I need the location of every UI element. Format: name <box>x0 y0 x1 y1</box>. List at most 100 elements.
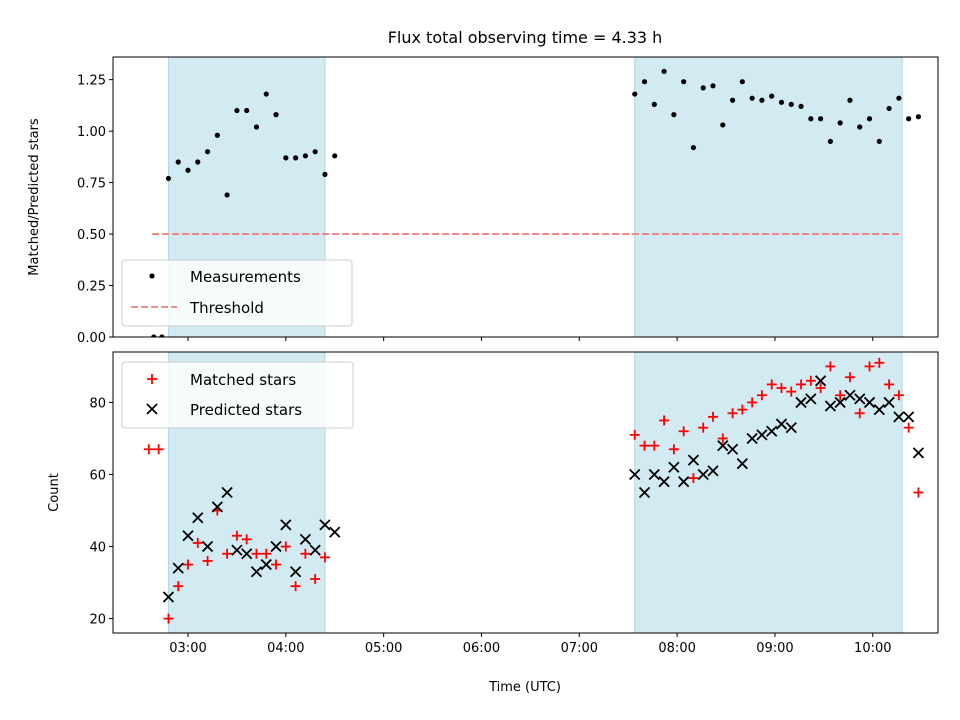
matched-star-point <box>143 444 154 455</box>
legend: Matched stars Predicted stars <box>121 361 354 429</box>
measurement-point <box>876 138 882 145</box>
chart-title: Flux total observing time = 4.33 h <box>388 28 663 47</box>
measurement-point <box>866 116 873 122</box>
x-axis-label: Time (UTC) <box>488 680 561 695</box>
predicted-star-point <box>221 486 233 499</box>
matched-star-point <box>668 444 679 455</box>
measurement-point <box>759 97 765 103</box>
measurement-point <box>720 122 726 128</box>
measurement-point <box>769 93 775 99</box>
predicted-star-point <box>903 411 915 423</box>
legend-label-measurements: Measurements <box>190 268 301 286</box>
predicted-star-point <box>726 443 739 455</box>
matched-star-point <box>310 573 321 584</box>
predicted-star-point <box>697 468 709 481</box>
measurement-point <box>195 159 201 165</box>
measurement-point <box>788 101 794 107</box>
matched-star-point <box>183 559 193 570</box>
predicted-star-point <box>736 458 748 470</box>
predicted-star-point <box>883 396 895 409</box>
y-tick-label: 0.00 <box>77 331 106 346</box>
matched-star-point <box>864 361 875 372</box>
matched-star-point <box>874 357 885 368</box>
predicted-star-point <box>687 454 700 466</box>
measurement-point <box>710 83 716 89</box>
predicted-star-point <box>893 411 905 423</box>
measurement-point <box>906 116 912 122</box>
matched-star-point <box>649 440 660 451</box>
matched-star-point <box>756 390 767 401</box>
matched-star-point <box>173 581 184 592</box>
predicted-star-point <box>329 526 341 538</box>
predicted-star-point <box>717 440 729 452</box>
predicted-star-point <box>260 558 272 571</box>
matched-star-point <box>241 534 252 545</box>
predicted-star-point <box>805 393 817 405</box>
measurement-point <box>808 116 814 122</box>
matched-star-point <box>688 473 699 484</box>
measurement-point <box>778 99 785 105</box>
predicted-star-point <box>162 591 175 603</box>
predicted-star-point <box>756 429 768 441</box>
matched-star-point <box>153 444 164 455</box>
measurement-point <box>151 334 157 337</box>
predicted-star-point <box>172 562 184 574</box>
matched-star-point <box>261 548 272 559</box>
measurement-point <box>175 159 181 165</box>
measurement-point <box>749 95 755 101</box>
measurement-point <box>273 112 279 118</box>
measurement-point <box>244 107 250 114</box>
predicted-star-point <box>319 519 331 531</box>
predicted-star-point <box>824 400 837 412</box>
matched-star-point <box>639 440 650 451</box>
measurement-point <box>332 153 338 159</box>
y-tick-label: 60 <box>89 468 106 483</box>
matched-star-point <box>776 383 787 394</box>
matched-star-point <box>280 541 291 552</box>
predicted-star-point <box>201 540 214 553</box>
matched-star-point <box>708 411 718 422</box>
y-tick-label: 80 <box>89 396 106 411</box>
predicted-star-point <box>912 447 925 459</box>
x-tick-label: 07:00 <box>561 641 598 656</box>
predicted-star-point <box>873 404 885 416</box>
measurement-point <box>185 167 191 173</box>
matched-star-point <box>893 390 904 401</box>
legend-predicted-marker-b <box>146 403 158 415</box>
measurement-point <box>302 153 308 159</box>
matched-star-point <box>796 379 807 390</box>
predicted-star-point <box>309 544 321 556</box>
measurement-point <box>322 171 328 177</box>
predicted-star-point <box>775 418 788 430</box>
axes-frame <box>112 56 939 338</box>
predicted-star-point <box>299 533 312 545</box>
matched-star-point <box>717 433 728 444</box>
legend-box <box>121 259 353 327</box>
predicted-star-point <box>834 396 846 409</box>
axes-frame <box>112 351 939 634</box>
predicted-star-point <box>280 519 292 531</box>
predicted-star-point <box>785 422 797 434</box>
predicted-star-point <box>638 486 651 499</box>
predicted-star-point <box>289 566 302 578</box>
legend-box <box>121 361 354 429</box>
predicted-star-point <box>648 468 660 481</box>
measurement-point <box>234 107 240 114</box>
measurement-point <box>896 95 902 101</box>
measurement-point <box>224 192 230 198</box>
measurement-point <box>847 97 853 103</box>
matched-star-point <box>163 613 174 624</box>
measurement-point <box>253 124 260 130</box>
plot-area <box>151 68 922 337</box>
matched-star-point <box>290 581 301 592</box>
measurement-point <box>915 114 922 120</box>
measurement-point <box>798 103 804 110</box>
matched-star-point <box>766 379 777 390</box>
measurement-point <box>312 149 318 155</box>
matched-star-point <box>805 375 816 386</box>
measurement-point <box>641 79 648 85</box>
observing-window-2 <box>634 56 903 338</box>
x-tick-label: 09:00 <box>756 641 793 656</box>
matched-star-point <box>300 548 311 559</box>
plot-area <box>143 357 925 624</box>
